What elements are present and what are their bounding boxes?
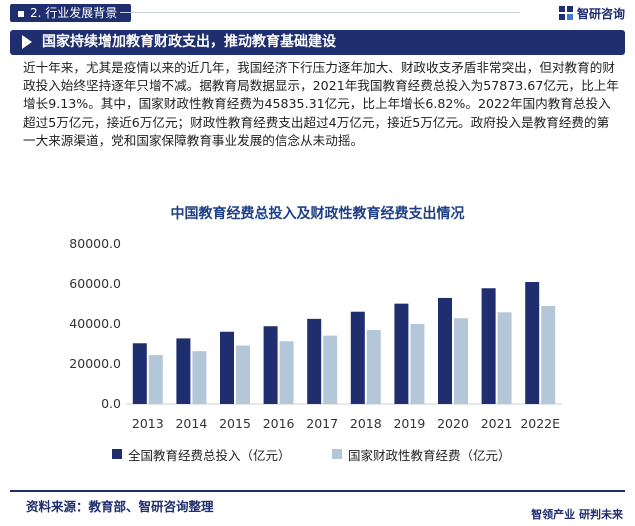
bar-fiscal-expenditure [454, 318, 468, 404]
bar-total-investment [307, 318, 322, 404]
section-label-text: 2. 行业发展背景 [30, 6, 118, 20]
bar-total-investment [263, 326, 278, 404]
bar-fiscal-expenditure [323, 335, 338, 404]
x-tick-label: 2018 [350, 416, 382, 431]
bar-total-investment [220, 331, 234, 404]
logo-grid-icon [558, 6, 573, 20]
x-tick-label: 2017 [306, 416, 338, 431]
bar-fiscal-expenditure [366, 330, 381, 404]
x-tick-label: 2020 [437, 416, 469, 431]
legend-swatch-fiscal [332, 449, 342, 459]
bar-fiscal-expenditure [410, 323, 425, 404]
logo-text: 智研咨询 [576, 6, 625, 21]
section-bullet-icon [18, 10, 24, 17]
y-tick-label: 60000.0 [69, 276, 121, 291]
chart-legend: 全国教育经费总投入（亿元） 国家财政性教育经费（亿元） [0, 446, 635, 463]
y-tick-label: 40000.0 [69, 316, 121, 331]
x-tick-label: 2022E [520, 416, 560, 431]
bar-fiscal-expenditure [279, 341, 294, 404]
body-paragraph: 近十年来，尤其是疫情以来的近几年，我国经济下行压力逐年加大、财政收支矛盾非常突出… [23, 60, 619, 148]
x-tick-label: 2021 [481, 416, 513, 431]
y-tick-label: 20000.0 [69, 356, 121, 371]
legend-label-fiscal: 国家财政性教育经费（亿元） [348, 447, 511, 463]
bar-fiscal-expenditure [497, 312, 512, 404]
bar-fiscal-expenditure [541, 306, 556, 404]
chart-title: 中国教育经费总投入及财政性教育经费支出情况 [170, 206, 465, 222]
y-tick-label: 0.0 [101, 396, 121, 411]
top-bar: 2. 行业发展背景 智研咨询 [0, 0, 635, 26]
bar-total-investment [481, 288, 496, 404]
x-tick-label: 2013 [132, 416, 164, 431]
footer-slogan: 智领产业 研判未来 [531, 508, 623, 521]
x-tick-label: 2016 [263, 416, 295, 431]
legend-item-fiscal: 国家财政性教育经费（亿元） [332, 446, 511, 463]
bar-fiscal-expenditure [192, 351, 207, 404]
x-tick-label: 2019 [393, 416, 425, 431]
headline-banner: 国家持续增加教育财政支出，推动教育基础建设 [10, 30, 625, 55]
legend-label-total: 全国教育经费总投入（亿元） [128, 447, 291, 463]
legend-swatch-total [112, 449, 122, 459]
bar-fiscal-expenditure [148, 355, 163, 404]
bar-total-investment [438, 297, 452, 404]
bar-fiscal-expenditure [236, 345, 250, 404]
brand-logo: 智研咨询 [558, 4, 625, 22]
x-tick-label: 2015 [219, 416, 251, 431]
bar-total-investment [525, 282, 540, 404]
bar-total-investment [132, 343, 147, 404]
section-label: 2. 行业发展背景 [10, 4, 132, 22]
bar-total-investment [176, 338, 191, 404]
bar-total-investment [350, 311, 365, 404]
source-note: 资料来源：教育部、智研咨询整理 [26, 499, 214, 514]
legend-item-total: 全国教育经费总投入（亿元） [112, 446, 291, 463]
headline-text: 国家持续增加教育财政支出，推动教育基础建设 [42, 34, 336, 50]
y-tick-label: 80000.0 [69, 236, 121, 251]
footer-divider [10, 490, 625, 492]
bar-total-investment [394, 303, 409, 404]
x-tick-label: 2014 [175, 416, 207, 431]
top-divider [120, 12, 520, 13]
play-arrow-icon [22, 35, 32, 49]
